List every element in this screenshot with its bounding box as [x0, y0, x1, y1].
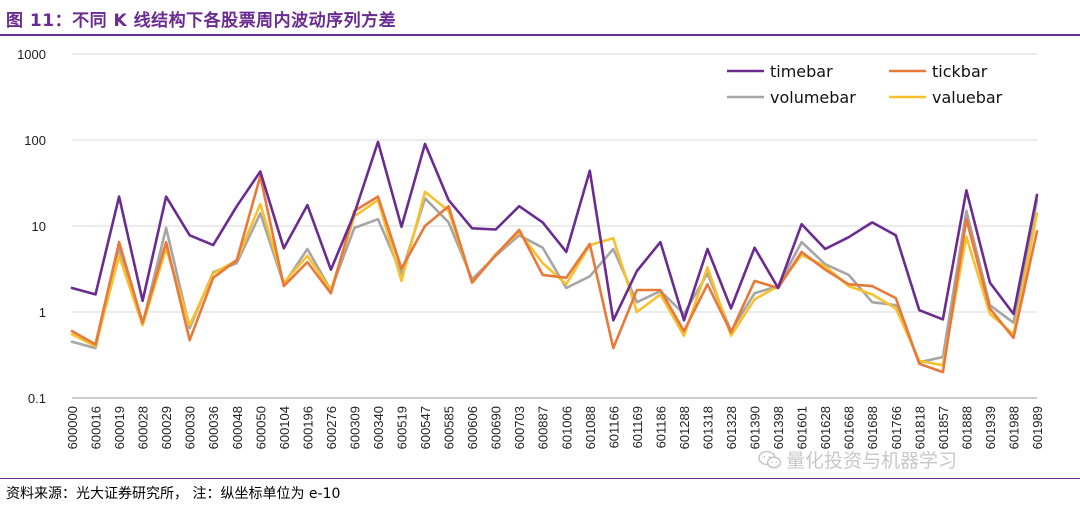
x-tick-label: 600030 — [183, 406, 198, 449]
x-tick-label: 601186 — [653, 406, 668, 448]
x-tick-label: 600519 — [395, 406, 410, 449]
x-tick-label: 601668 — [842, 406, 857, 449]
x-tick-label: 601006 — [559, 406, 574, 449]
y-tick-label: 1 — [39, 305, 46, 320]
x-tick-label: 600028 — [136, 406, 151, 449]
series-line-valuebar — [70, 190, 1039, 367]
x-tick-label: 600050 — [253, 406, 268, 449]
x-tick-label: 600048 — [230, 406, 245, 449]
y-tick-label: 0.1 — [28, 391, 46, 406]
x-tick-label: 601988 — [1006, 406, 1021, 449]
y-tick-label: 1000 — [17, 47, 46, 62]
x-tick-label: 601857 — [936, 406, 951, 449]
gridlines — [72, 53, 1037, 399]
x-tick-label: 601166 — [606, 406, 621, 448]
y-tick-label: 10 — [32, 219, 46, 234]
watermark: 量化投资与机器学习 — [758, 446, 957, 473]
series-line-volumebar — [70, 197, 1039, 364]
x-tick-label: 600029 — [159, 406, 174, 449]
title-divider — [0, 34, 1080, 36]
x-tick-label: 601766 — [889, 406, 904, 449]
series-line-tickbar — [70, 174, 1039, 374]
wechat-icon — [758, 450, 782, 468]
x-axis-ticks: 600000 600016 600019 600028 600029 600030 6000… — [65, 406, 1045, 449]
x-tick-label: 600690 — [489, 406, 504, 449]
x-tick-label: 601688 — [865, 406, 880, 449]
x-tick-label: 601288 — [677, 406, 692, 449]
source-note: 资料来源：光大证券研究所， 注：纵坐标单位为 e-10 — [6, 486, 341, 502]
x-tick-label: 601318 — [700, 406, 715, 449]
x-tick-label: 601939 — [983, 406, 998, 449]
legend-label-timebar: timebar — [770, 62, 833, 81]
x-tick-label: 601818 — [912, 406, 927, 449]
x-tick-label: 600016 — [89, 406, 104, 449]
x-tick-label: 600276 — [324, 406, 339, 449]
legend-label-valuebar: valuebar — [932, 88, 1003, 107]
legend-label-volumebar: volumebar — [770, 88, 856, 107]
x-tick-label: 601888 — [959, 406, 974, 449]
x-tick-label: 601390 — [748, 406, 763, 449]
watermark-text: 量化投资与机器学习 — [786, 450, 958, 472]
x-tick-label: 600019 — [112, 406, 127, 449]
x-tick-label: 600606 — [465, 406, 480, 449]
x-tick-label: 601628 — [818, 406, 833, 449]
x-tick-label: 600036 — [206, 406, 221, 449]
x-tick-label: 601328 — [724, 406, 739, 449]
figure-title: 图 11：不同 K 线结构下各股票周内波动序列方差 — [6, 11, 397, 31]
x-tick-label: 600309 — [347, 406, 362, 449]
x-tick-label: 600887 — [536, 406, 551, 449]
x-tick-label: 600547 — [418, 406, 433, 449]
x-tick-label: 600000 — [65, 406, 80, 449]
y-tick-label: 100 — [24, 133, 46, 148]
x-tick-label: 601169 — [630, 406, 645, 448]
x-tick-label: 601398 — [771, 406, 786, 449]
x-tick-label: 601601 — [795, 406, 810, 449]
x-tick-label: 600703 — [512, 406, 527, 449]
series-lines — [70, 140, 1039, 374]
x-tick-label: 600196 — [300, 406, 315, 449]
legend: timebar tickbar volumebar valuebar — [727, 62, 1003, 107]
x-tick-label: 601989 — [1030, 406, 1045, 449]
series-line-timebar — [70, 140, 1039, 322]
footer-divider — [0, 478, 1080, 479]
x-tick-label: 600104 — [277, 406, 292, 449]
x-tick-label: 601088 — [583, 406, 598, 449]
x-tick-label: 600585 — [442, 406, 457, 449]
legend-label-tickbar: tickbar — [932, 62, 988, 81]
x-tick-label: 600340 — [371, 406, 386, 449]
y-axis-ticks: 0.1 1 10 100 1000 — [17, 47, 46, 406]
